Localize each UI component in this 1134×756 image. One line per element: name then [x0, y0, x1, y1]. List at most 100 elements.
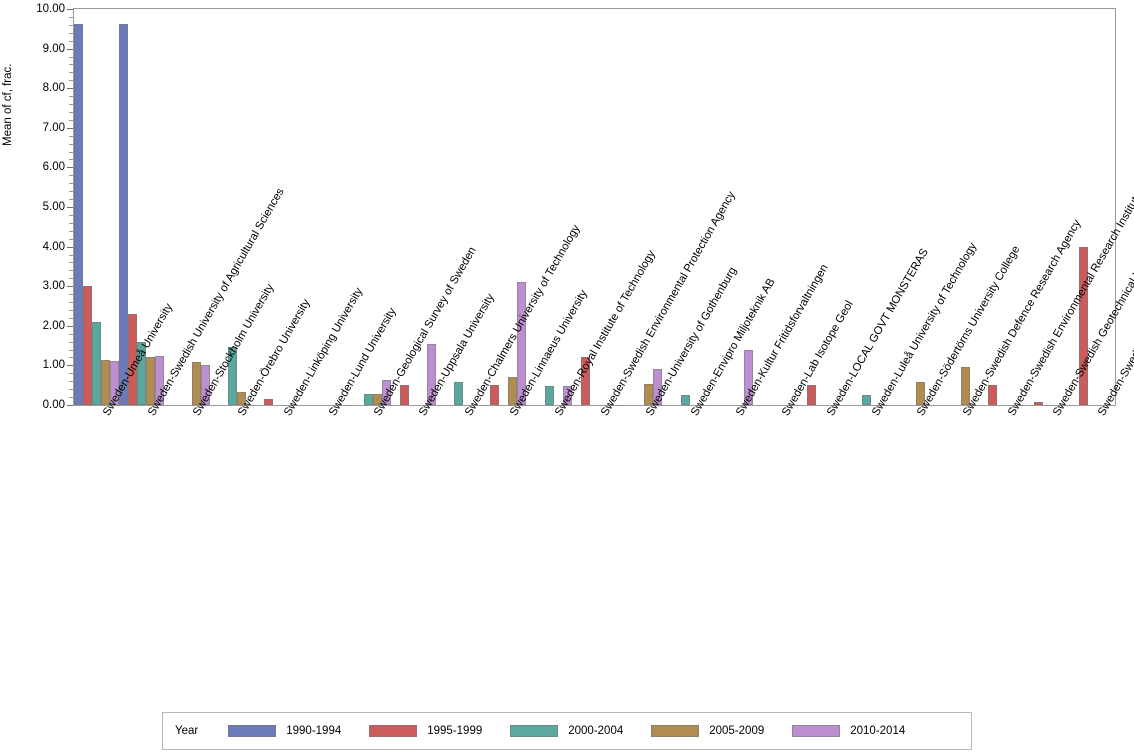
bar[interactable] — [83, 286, 93, 405]
y-tick-label: 10.00 — [36, 3, 65, 15]
bar[interactable] — [363, 394, 373, 405]
bar[interactable] — [915, 382, 925, 405]
y-tick-label: 9.00 — [42, 42, 65, 55]
legend-label: 2010-2014 — [850, 725, 906, 737]
y-tick-mark-minor — [69, 143, 73, 145]
y-tick-mark-minor — [69, 222, 73, 224]
bar[interactable] — [381, 380, 391, 405]
y-tick-mark-minor — [69, 294, 73, 296]
y-tick-mark-minor — [69, 32, 73, 34]
x-tick-label: Sweden-Lab Isotope Geol — [780, 299, 856, 418]
bar[interactable] — [680, 394, 690, 405]
y-tick-mark — [67, 127, 73, 129]
bar[interactable] — [200, 365, 210, 405]
y-tick-mark-minor — [69, 24, 73, 26]
legend-entry[interactable]: 2000-2004 — [510, 725, 623, 737]
bar[interactable] — [508, 376, 518, 405]
bar[interactable] — [137, 342, 147, 405]
chart-legend: Year 1990-1994 1995-1999 2000-2004 2005-200… — [162, 712, 972, 750]
y-tick-mark-minor — [69, 373, 73, 375]
bar[interactable] — [544, 386, 554, 405]
x-tick-label: Sweden-Södertörns University College — [915, 244, 1022, 418]
bar[interactable] — [807, 385, 817, 405]
x-tick-label: Sweden-Royal Institute of Technology — [553, 248, 658, 418]
x-tick-label: Sweden-Swedish University of Agricultura… — [146, 186, 287, 418]
bar[interactable] — [236, 391, 246, 405]
bar[interactable] — [146, 356, 156, 405]
y-tick-mark-minor — [69, 341, 73, 343]
y-tick-mark-minor — [69, 302, 73, 304]
bar-group — [798, 9, 843, 405]
y-tick-mark-minor — [69, 191, 73, 193]
bar[interactable] — [1033, 402, 1043, 405]
bar[interactable] — [119, 24, 129, 405]
y-tick-mark — [67, 167, 73, 169]
y-tick-mark-minor — [69, 104, 73, 106]
bar[interactable] — [653, 368, 663, 405]
bar-group — [119, 9, 165, 405]
bar-group — [481, 9, 527, 405]
x-tick-label: Sweden-LOCAL GOVT MONSTERAS — [825, 247, 931, 418]
y-tick-mark-minor — [69, 16, 73, 18]
x-tick-label: Sweden-Uppsala University — [417, 292, 497, 418]
y-tick-mark-minor — [69, 349, 73, 351]
bar[interactable] — [581, 357, 590, 405]
bar[interactable] — [264, 398, 274, 405]
legend-entry[interactable]: 1990-1994 — [228, 725, 341, 737]
bar[interactable] — [372, 393, 382, 405]
y-tick-label: 0.00 — [42, 399, 65, 411]
y-tick-mark-minor — [69, 397, 73, 399]
y-tick-mark-minor — [69, 278, 73, 280]
bar[interactable] — [399, 385, 409, 405]
bar[interactable] — [961, 366, 971, 405]
y-tick-mark-minor — [69, 214, 73, 216]
x-tick-label: Sweden-Swedish Geotechnical Institute — [1051, 239, 1134, 418]
bar[interactable] — [1078, 246, 1088, 405]
y-tick-label: 4.00 — [42, 240, 65, 253]
bar[interactable] — [155, 356, 165, 405]
x-tick-label: Sweden-Swedish Environmental Protection … — [599, 190, 738, 418]
y-tick-mark — [67, 286, 73, 288]
y-tick-mark-minor — [69, 317, 73, 319]
y-tick-label: 8.00 — [42, 82, 65, 95]
bar[interactable] — [454, 382, 464, 405]
x-tick-label: Sweden-Linnaeus University — [508, 288, 590, 418]
bar-group — [844, 9, 889, 405]
legend-swatch — [228, 725, 277, 737]
x-tick-label: Sweden-Umeå University — [101, 302, 175, 418]
y-tick-mark-minor — [69, 254, 73, 256]
legend-entry[interactable]: 2010-2014 — [792, 725, 905, 737]
bar[interactable] — [644, 384, 654, 405]
x-tick-label: Sweden-Lund University — [327, 306, 399, 418]
bar[interactable] — [92, 321, 102, 405]
x-tick-label: Sweden-Swedish Environmental Research In… — [1006, 189, 1134, 418]
bar[interactable] — [861, 394, 871, 405]
legend-entry[interactable]: 1995-1999 — [369, 725, 482, 737]
legend-swatch — [651, 725, 700, 737]
legend-entries: 1990-1994 1995-1999 2000-2004 2005-2009 2010… — [228, 725, 933, 737]
bar-group — [210, 9, 255, 405]
bar-group — [617, 9, 663, 405]
bar[interactable] — [128, 313, 138, 405]
legend-entry[interactable]: 2005-2009 — [651, 725, 764, 737]
bar[interactable] — [101, 360, 111, 405]
bar[interactable] — [517, 282, 527, 405]
bar-group — [255, 9, 300, 405]
bar[interactable] — [227, 347, 237, 405]
bar[interactable] — [743, 349, 753, 405]
bar[interactable] — [110, 361, 120, 405]
y-tick-mark-minor — [69, 270, 73, 272]
x-axis-labels: Sweden-Umeå UniversitySweden-Swedish Uni… — [0, 186, 1134, 706]
bar[interactable] — [988, 384, 998, 405]
y-tick-mark-minor — [69, 199, 73, 201]
bar[interactable] — [191, 361, 201, 405]
bar[interactable] — [490, 385, 500, 405]
bar[interactable] — [74, 24, 84, 405]
bar[interactable] — [426, 344, 436, 405]
y-tick-mark-minor — [69, 151, 73, 153]
bar-group — [1070, 9, 1115, 405]
x-tick-label: Sweden-Linköping University — [282, 286, 365, 418]
bars-layer — [74, 9, 1115, 405]
bar-group — [979, 9, 1024, 405]
bar[interactable] — [562, 386, 572, 405]
